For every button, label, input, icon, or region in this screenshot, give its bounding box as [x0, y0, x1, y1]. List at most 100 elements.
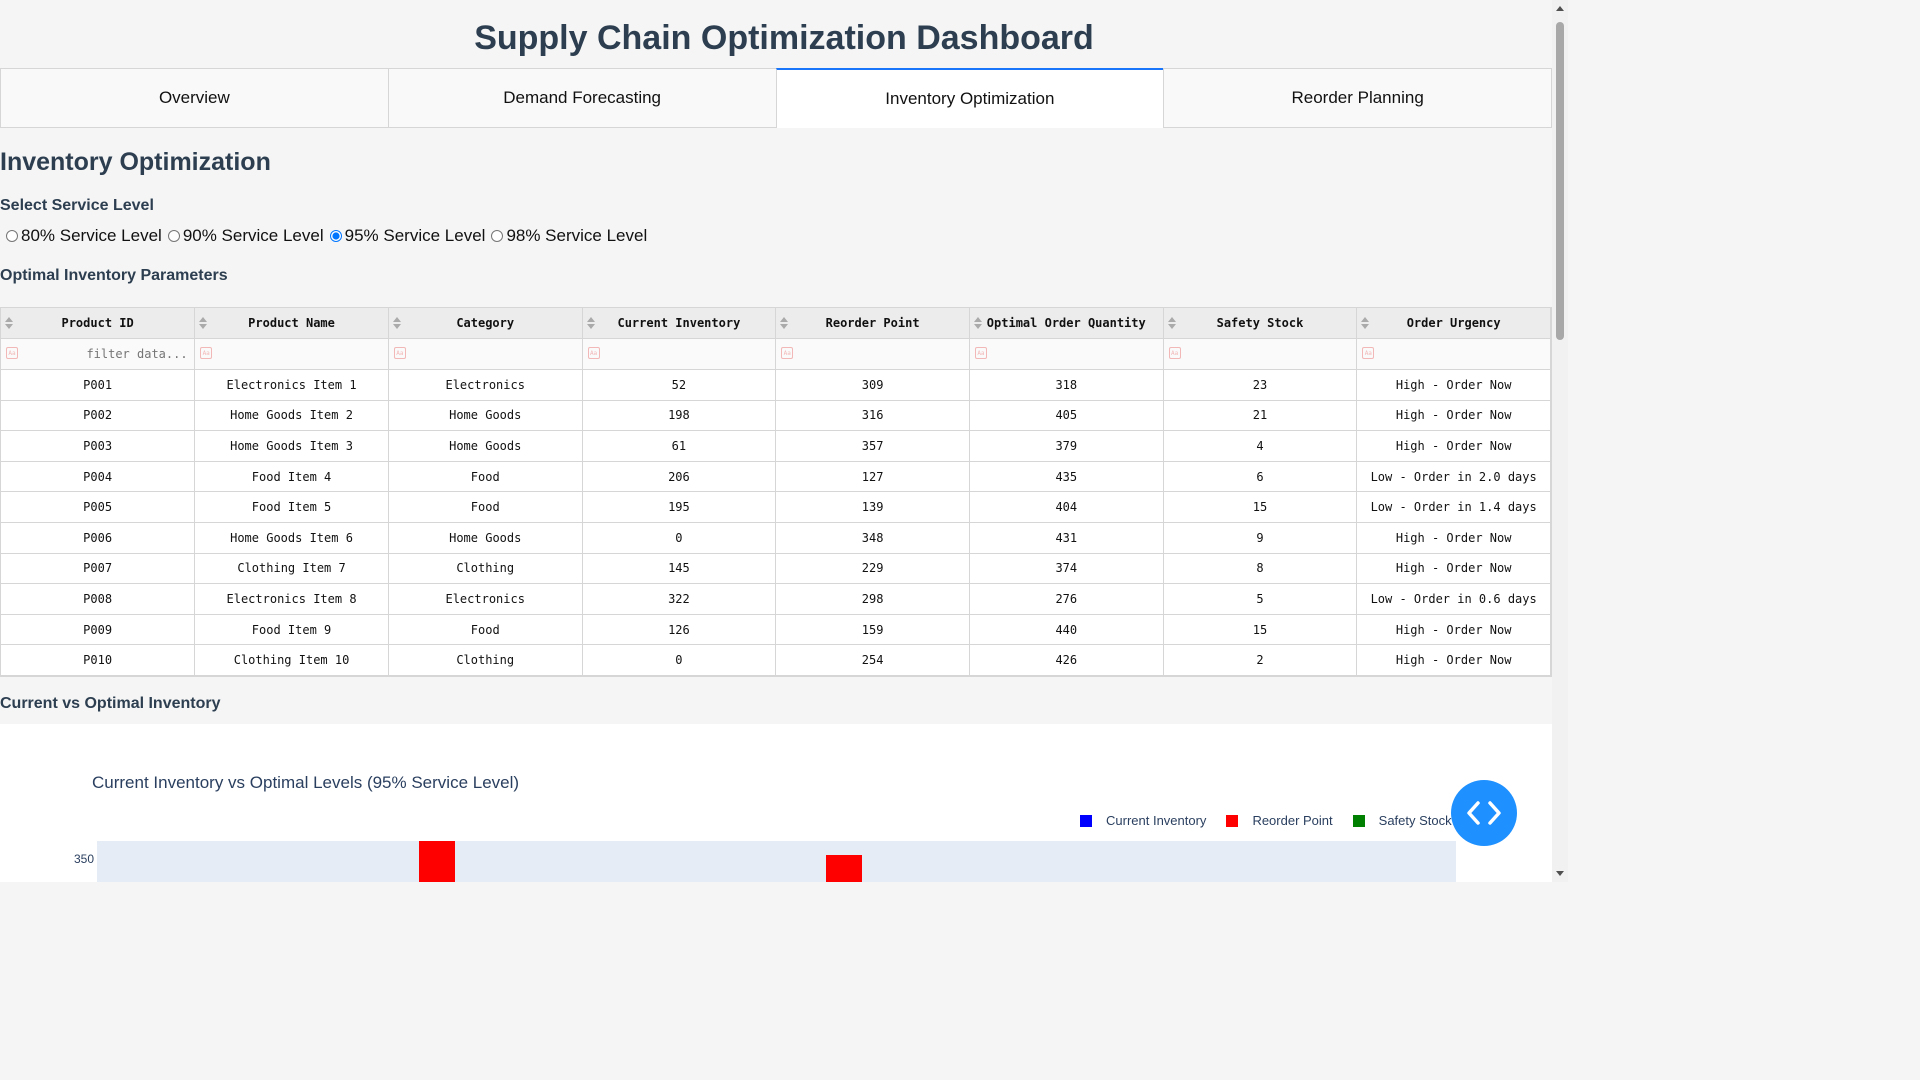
table-cell[interactable]: Home Goods Item 3 [194, 430, 389, 462]
table-cell[interactable]: Home Goods Item 6 [194, 522, 389, 554]
table-cell[interactable]: 431 [969, 522, 1164, 554]
table-cell[interactable]: 229 [775, 553, 970, 585]
table-cell[interactable]: High - Order Now [1356, 614, 1551, 646]
tab-overview[interactable]: Overview [0, 68, 388, 128]
table-cell[interactable]: Clothing [388, 644, 583, 676]
case-toggle-icon[interactable]: Aa [6, 347, 18, 359]
case-toggle-icon[interactable]: Aa [974, 347, 987, 359]
chart-bar-reorder-point[interactable] [826, 855, 863, 882]
table-cell[interactable]: Home Goods [388, 400, 583, 432]
scroll-thumb[interactable] [1556, 22, 1564, 340]
table-cell[interactable]: Food [388, 461, 583, 493]
filter-input[interactable] [195, 347, 388, 361]
table-cell[interactable]: Clothing Item 7 [194, 553, 389, 585]
table-cell[interactable]: 357 [775, 430, 970, 462]
table-cell[interactable]: 61 [582, 430, 777, 462]
table-cell[interactable]: P008 [1, 583, 196, 615]
table-cell[interactable]: P003 [1, 430, 196, 462]
table-row[interactable]: P001 Electronics Item 1 Electronics 52 309 31… [1, 369, 1551, 401]
table-cell[interactable]: 426 [969, 644, 1164, 676]
table-cell[interactable]: High - Order Now [1356, 644, 1551, 676]
case-toggle-icon[interactable]: Aa [587, 347, 600, 359]
table-cell[interactable]: 195 [582, 491, 777, 523]
table-row[interactable]: P005 Food Item 5 Food 195 139 404 15 Low - Orde… [1, 491, 1551, 523]
tab-reorder-planning[interactable]: Reorder Planning [1163, 68, 1552, 128]
service-level-90-radio[interactable] [167, 230, 180, 242]
sort-icon[interactable] [1361, 317, 1370, 329]
table-cell[interactable]: 379 [969, 430, 1164, 462]
service-level-95-radio[interactable] [329, 230, 342, 242]
filter-input[interactable] [776, 347, 969, 361]
legend-item-reorder[interactable]: Reorder Point [1226, 813, 1333, 828]
table-cell[interactable]: Clothing [388, 553, 583, 585]
table-cell[interactable]: 198 [582, 400, 777, 432]
table-cell[interactable]: 159 [775, 614, 970, 646]
filter-input[interactable] [1, 347, 194, 361]
table-cell[interactable]: 374 [969, 553, 1164, 585]
sort-icon[interactable] [973, 317, 982, 329]
table-cell[interactable]: Food Item 5 [194, 491, 389, 523]
table-cell[interactable]: 126 [582, 614, 777, 646]
legend-item-safety[interactable]: Safety Stock [1352, 813, 1452, 828]
sort-icon[interactable] [199, 317, 208, 329]
table-cell[interactable]: Food Item 4 [194, 461, 389, 493]
sort-icon[interactable] [5, 317, 13, 329]
filter-input[interactable] [389, 347, 582, 361]
table-row[interactable]: P007 Clothing Item 7 Clothing 145 229 374 8 Hig… [1, 553, 1551, 585]
table-cell[interactable]: Food [388, 614, 583, 646]
filter-input[interactable] [970, 347, 1163, 361]
table-cell[interactable]: Electronics [388, 583, 583, 615]
service-level-80-radio[interactable] [6, 230, 18, 242]
sort-icon[interactable] [780, 317, 789, 329]
table-cell[interactable]: Home Goods Item 2 [194, 400, 389, 432]
column-header[interactable]: Reorder Point [775, 308, 970, 339]
table-cell[interactable]: Home Goods [388, 522, 583, 554]
chart-bar-reorder-point[interactable] [418, 841, 455, 882]
column-header[interactable]: Product Name [194, 308, 389, 339]
code-toggle-button[interactable] [1451, 780, 1517, 846]
table-cell[interactable]: 254 [775, 644, 970, 676]
table-cell[interactable]: 206 [582, 461, 777, 493]
table-cell[interactable]: 322 [582, 583, 777, 615]
table-cell[interactable]: 8 [1163, 553, 1358, 585]
table-row[interactable]: P009 Food Item 9 Food 126 159 440 15 High - Ord… [1, 614, 1551, 646]
column-header[interactable]: Optimal Order Quantity [969, 308, 1164, 339]
table-cell[interactable]: P010 [1, 644, 196, 676]
service-level-98-option[interactable]: 98% Service Level [489, 226, 647, 246]
table-cell[interactable]: P006 [1, 522, 196, 554]
table-cell[interactable]: 435 [969, 461, 1164, 493]
table-cell[interactable]: Home Goods [388, 430, 583, 462]
table-cell[interactable]: 127 [775, 461, 970, 493]
case-toggle-icon[interactable]: Aa [1168, 347, 1181, 359]
table-cell[interactable]: 318 [969, 369, 1164, 401]
filter-input[interactable] [582, 347, 775, 361]
service-level-80-option[interactable]: 80% Service Level [4, 226, 162, 246]
sort-icon[interactable] [392, 317, 401, 329]
case-toggle-icon[interactable]: Aa [393, 347, 406, 359]
service-level-98-radio[interactable] [491, 230, 504, 242]
table-cell[interactable]: Electronics [388, 369, 583, 401]
table-cell[interactable]: 6 [1163, 461, 1358, 493]
table-cell[interactable]: 0 [582, 522, 777, 554]
column-header[interactable]: Current Inventory [582, 308, 777, 339]
scroll-down-icon[interactable] [1556, 871, 1564, 876]
filter-input[interactable] [1357, 347, 1550, 361]
table-cell[interactable]: 276 [969, 583, 1164, 615]
table-row[interactable]: P006 Home Goods Item 6 Home Goods 0 348 431 9 H… [1, 522, 1551, 554]
page-scrollbar[interactable] [1552, 0, 1568, 882]
table-cell[interactable]: 15 [1163, 614, 1358, 646]
table-cell[interactable]: P005 [1, 491, 196, 523]
table-cell[interactable]: Low - Order in 1.4 days [1356, 491, 1551, 523]
table-cell[interactable]: 4 [1163, 430, 1358, 462]
table-cell[interactable]: Food Item 9 [194, 614, 389, 646]
table-cell[interactable]: 440 [969, 614, 1164, 646]
case-toggle-icon[interactable]: Aa [200, 347, 213, 359]
column-header[interactable]: Product ID [1, 308, 196, 339]
column-header[interactable]: Order Urgency [1356, 308, 1551, 339]
table-cell[interactable]: P004 [1, 461, 196, 493]
table-cell[interactable]: 9 [1163, 522, 1358, 554]
table-cell[interactable]: 2 [1163, 644, 1358, 676]
table-cell[interactable]: Electronics Item 8 [194, 583, 389, 615]
table-cell[interactable]: P002 [1, 400, 196, 432]
table-cell[interactable]: 0 [582, 644, 777, 676]
